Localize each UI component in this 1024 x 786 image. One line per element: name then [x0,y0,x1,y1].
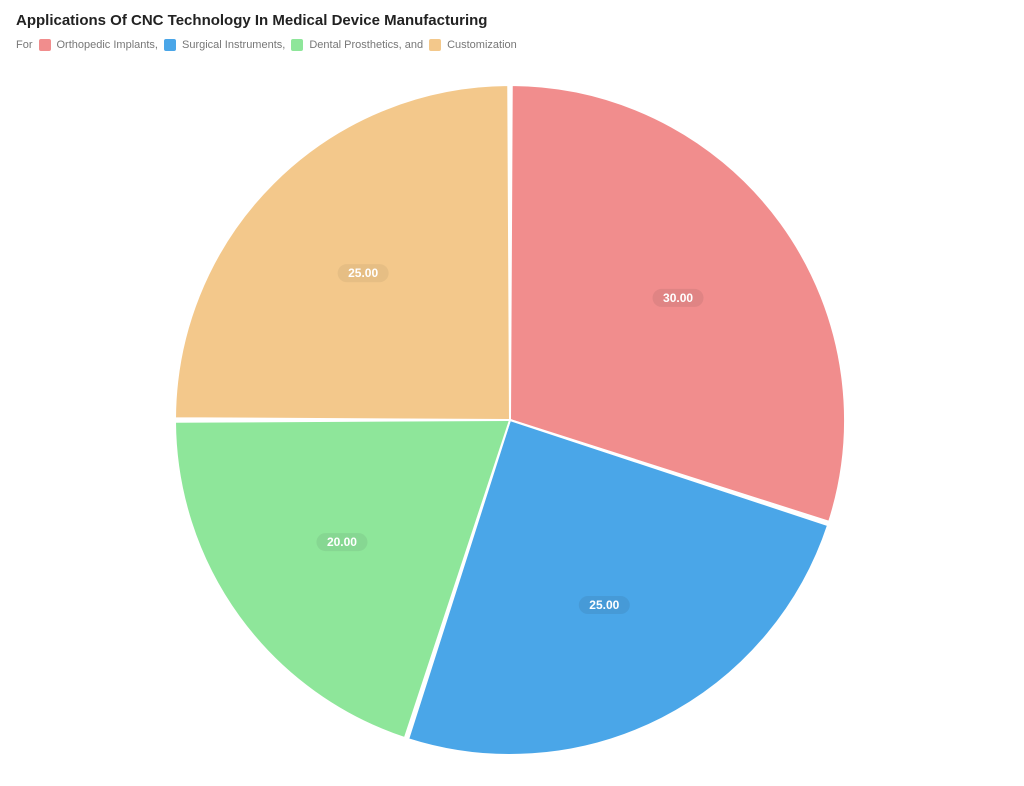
slice-label-text-0: 30.00 [663,291,693,305]
slice-label-0: 30.00 [653,289,704,307]
slice-label-text-1: 25.00 [589,598,619,612]
slice-label-1: 25.00 [579,596,630,614]
legend-label-1: Surgical Instruments, [182,39,285,51]
slice-label-text-3: 25.00 [348,266,378,280]
chart-container: Applications Of CNC Technology In Medica… [0,0,1024,786]
chart-legend: For Orthopedic Implants, Surgical Instru… [16,39,1008,51]
legend-swatch-1 [164,39,176,51]
pie-chart-area: 30.00 25.00 20.00 25.00 [0,60,1024,780]
pie-chart-svg: 30.00 25.00 20.00 25.00 [0,60,1024,780]
legend-label-2: Dental Prosthetics, and [309,39,423,51]
slice-label-text-2: 20.00 [327,535,357,549]
legend-prefix: For [16,39,33,51]
pie-slice-3[interactable] [175,85,510,420]
chart-title: Applications Of CNC Technology In Medica… [16,12,1008,29]
legend-swatch-2 [291,39,303,51]
legend-swatch-3 [429,39,441,51]
slice-label-3: 25.00 [338,264,389,282]
legend-label-3: Customization [447,39,517,51]
legend-swatch-0 [39,39,51,51]
legend-label-0: Orthopedic Implants, [57,39,159,51]
slice-label-2: 20.00 [316,533,367,551]
